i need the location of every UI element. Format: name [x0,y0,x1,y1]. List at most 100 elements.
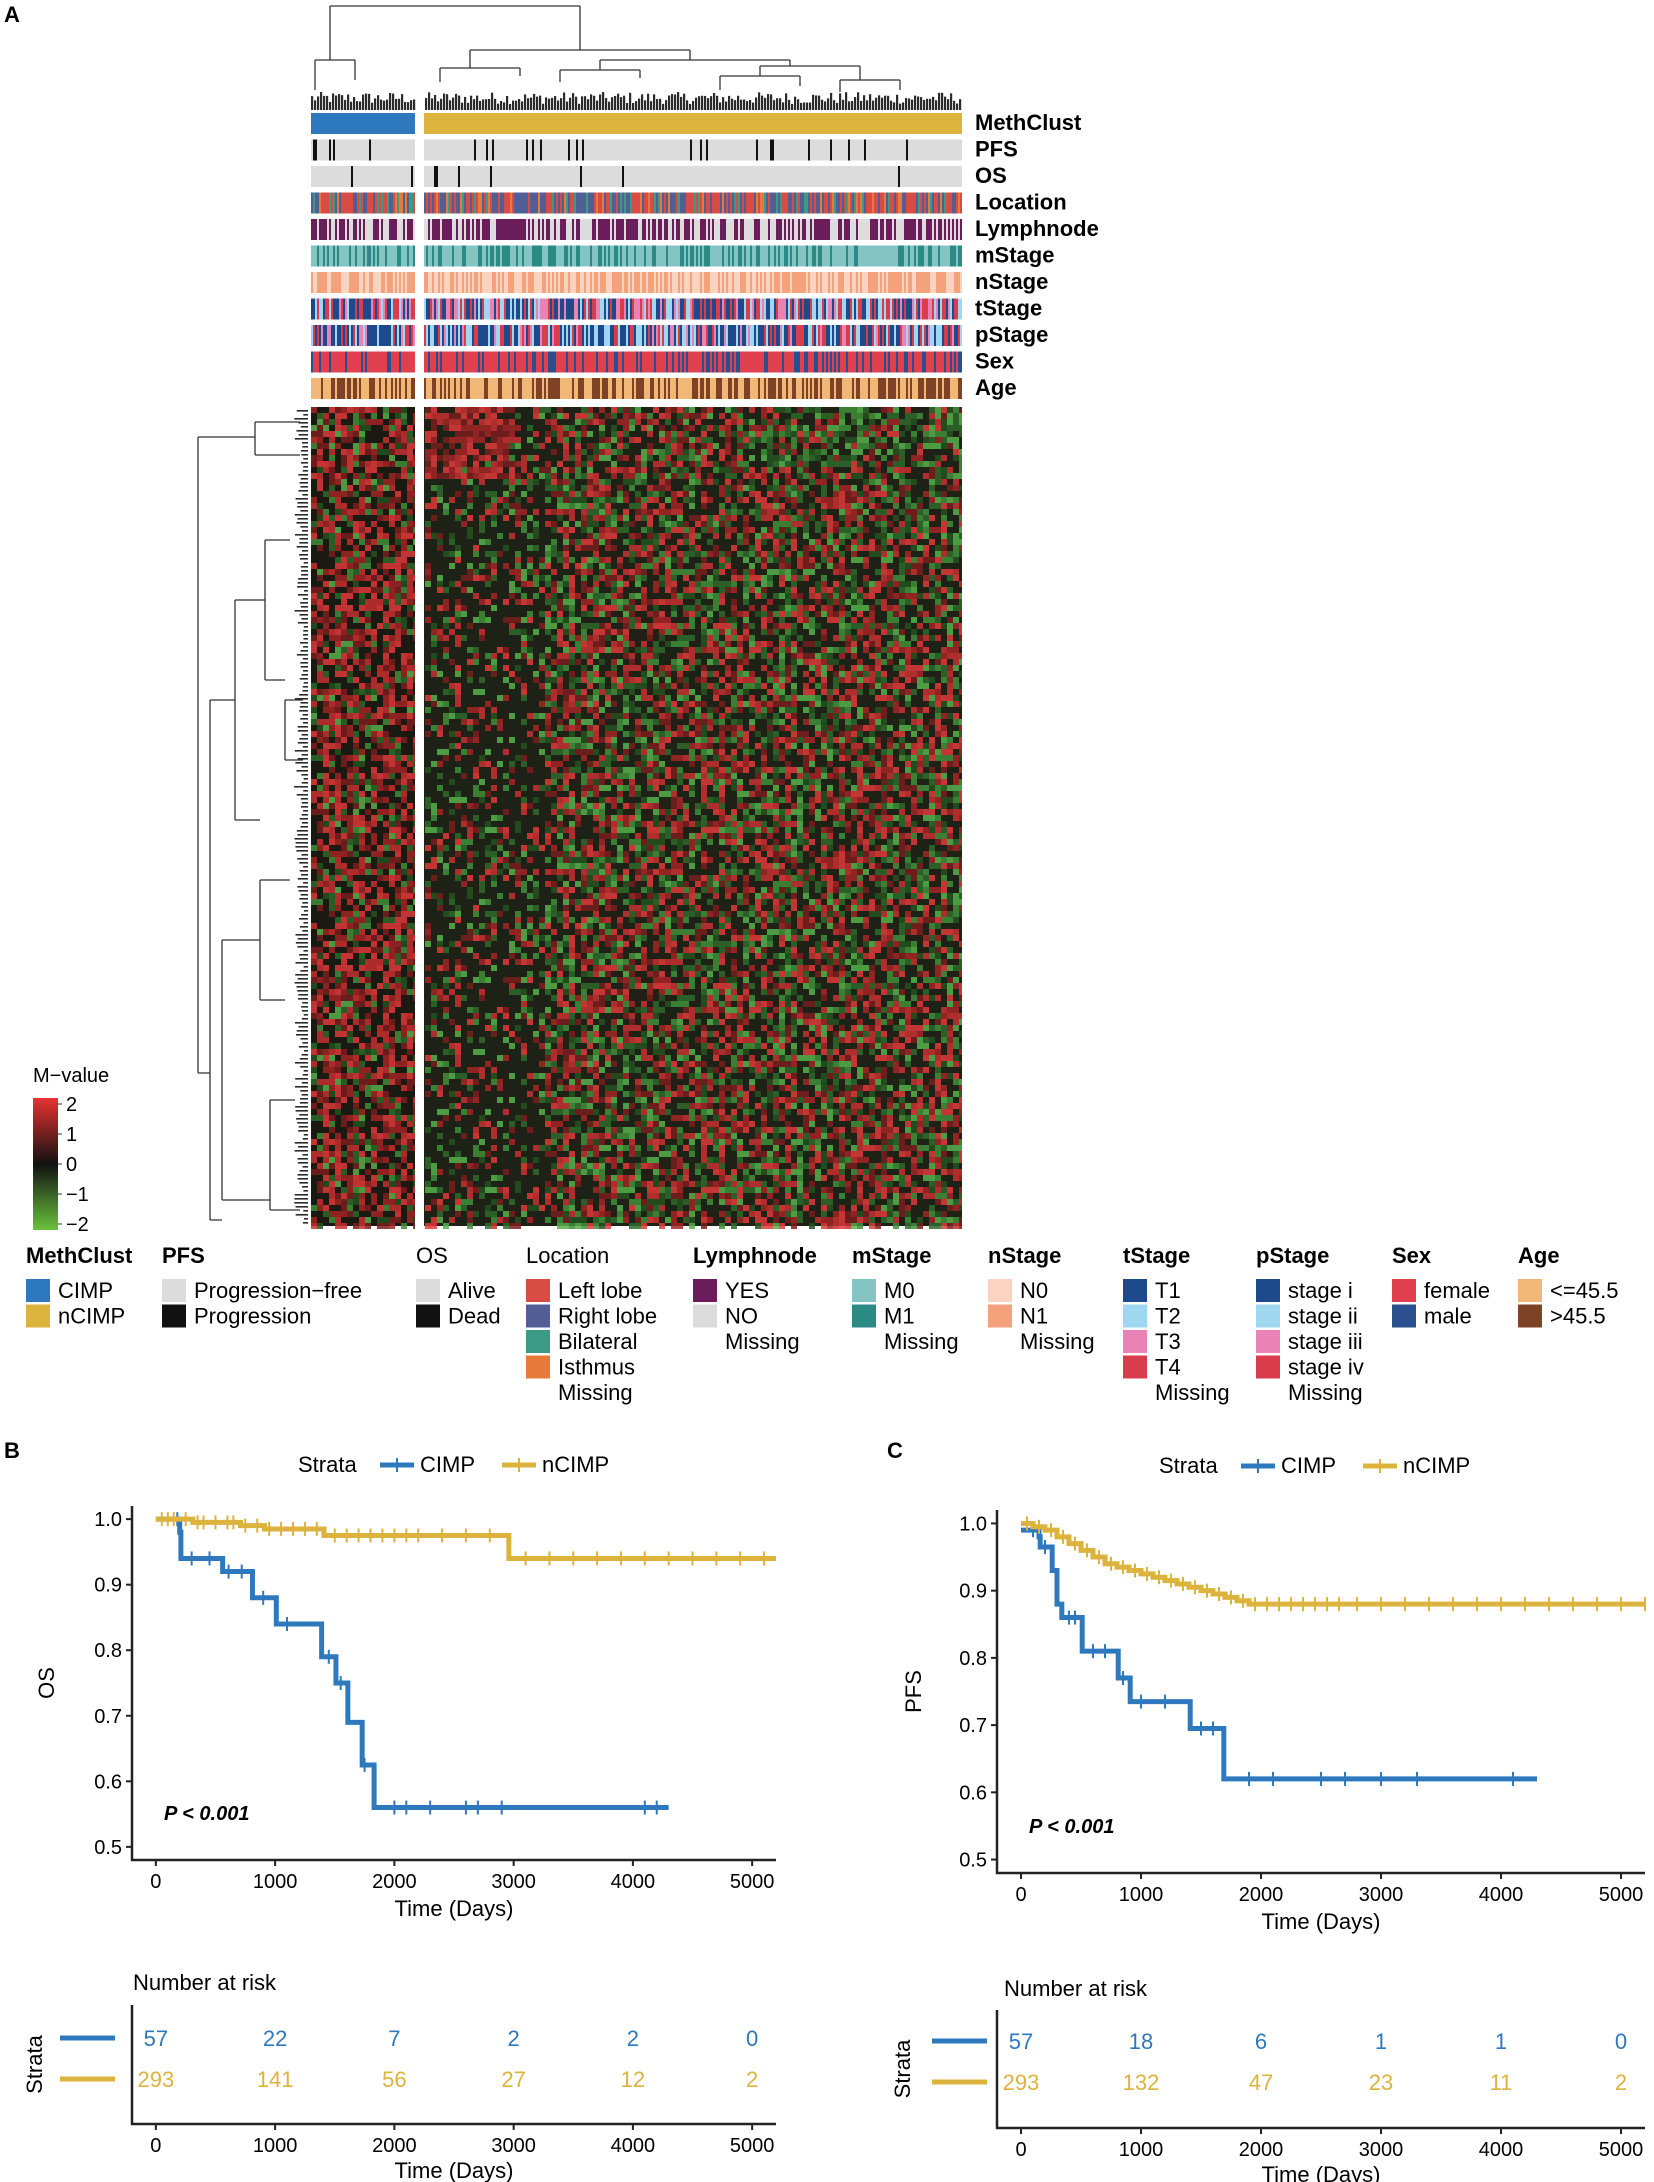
heatmap-cell [563,431,569,437]
heatmap-cell [857,677,863,683]
dendrogram-leaf [644,100,647,110]
heatmap-cell [347,407,353,413]
dendrogram-leaf [788,99,791,110]
heatmap-cell [785,443,791,449]
heatmap-cell [575,497,581,503]
track-cell [612,192,614,214]
track-cell [351,166,353,187]
track-cell [462,272,464,293]
heatmap-cell [821,587,827,593]
track-cell [924,219,926,240]
heatmap-cell [785,611,791,617]
track-cell [830,351,832,373]
dendrogram-leaf [299,918,308,920]
heatmap-cell [329,467,335,473]
heatmap-cell [725,509,731,515]
heatmap-cell [479,635,485,641]
heatmap-cell [563,557,569,563]
track-cell [407,272,409,293]
heatmap-cell [833,581,839,587]
heatmap-cell [557,611,563,617]
heatmap-cell [839,587,845,593]
dendrogram-leaf [297,586,308,588]
heatmap-cell [947,485,953,491]
heatmap-cell [689,539,695,545]
heatmap-cell [935,419,941,425]
track-cell [776,192,778,214]
heatmap-cell [593,443,599,449]
heatmap-cell [455,449,461,455]
heatmap-cell [509,467,515,473]
track-cell [331,219,333,240]
heatmap-cell [623,665,629,671]
heatmap-cell [413,533,415,539]
dendrogram-leaf [482,99,485,110]
track-cell [454,219,456,240]
heatmap-cell [377,533,383,539]
heatmap-cell [779,539,785,545]
track-cell [518,192,520,214]
heatmap-cell [959,671,962,677]
heatmap-cell [833,479,839,485]
heatmap-cell [359,569,365,575]
heatmap-cell [659,515,665,521]
track-cell [830,378,832,399]
heatmap-cell [893,527,899,533]
heatmap-cell [383,659,389,665]
dendrogram-leaf [494,98,497,110]
heatmap-cell [803,431,809,437]
heatmap-cell [431,641,437,647]
heatmap-cell [383,635,389,641]
heatmap-cell [329,431,335,437]
track-cell [520,325,522,346]
dendrogram-leaf [587,99,590,110]
track-cell [856,245,858,267]
heatmap-cell [839,431,845,437]
track-cell [866,325,868,346]
track-cell [397,325,399,346]
heatmap-cell [353,509,359,515]
heatmap-cell [815,611,821,617]
heatmap-cell [497,551,503,557]
heatmap-cell [497,407,503,413]
heatmap-cell [827,551,833,557]
track-cell [664,272,666,293]
heatmap-cell [803,521,809,527]
heatmap-cell [407,473,413,479]
track-cell [369,378,371,399]
heatmap-cell [731,467,737,473]
dendrogram-branch [197,436,255,1074]
heatmap-cell [407,443,413,449]
track-cell [688,298,690,320]
track-cell [550,378,552,399]
heatmap-cell [623,641,629,647]
heatmap-cell [383,617,389,623]
heatmap-cell [533,521,539,527]
heatmap-cell [593,623,599,629]
heatmap-cell [683,641,689,647]
track-cell [704,325,706,346]
heatmap-cell [335,635,341,641]
track-cell [594,325,596,346]
heatmap-cell [539,683,545,689]
track-cell [333,139,335,161]
heatmap-cell [815,431,821,437]
track-cell [325,298,327,320]
dendrogram-leaf [797,99,800,110]
track-cell [846,325,848,346]
heatmap-cell [935,593,941,599]
heatmap-cell [605,497,611,503]
track-cell [958,298,960,320]
heatmap-cell [779,593,785,599]
track-cell [438,245,440,267]
heatmap-cell [929,515,935,521]
heatmap-cell [473,431,479,437]
track-cell [510,325,512,346]
heatmap-cell [467,467,473,473]
track-cell [886,298,888,320]
dendrogram-leaf [303,778,308,780]
track-cell [636,298,638,320]
heatmap-cell [755,473,761,479]
track-cell [852,378,854,399]
track-label: OS [975,163,1007,188]
